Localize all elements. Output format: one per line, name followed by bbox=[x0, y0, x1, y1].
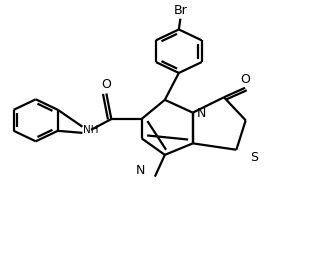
Text: NH: NH bbox=[83, 125, 99, 135]
Text: O: O bbox=[101, 78, 111, 91]
Text: O: O bbox=[240, 73, 250, 86]
Text: Br: Br bbox=[174, 4, 187, 17]
Text: S: S bbox=[250, 152, 258, 164]
Text: N: N bbox=[197, 107, 207, 120]
Text: N: N bbox=[136, 164, 146, 177]
